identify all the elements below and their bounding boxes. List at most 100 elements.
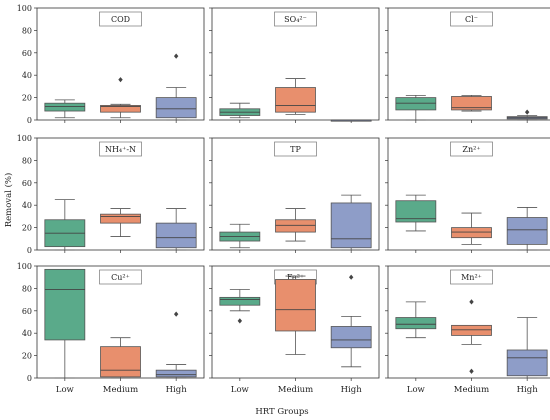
box-low: Low bbox=[395, 301, 437, 395]
iqr-box bbox=[451, 96, 492, 111]
panel-title-box bbox=[274, 11, 317, 27]
panel-title-box bbox=[99, 11, 142, 27]
iqr-box bbox=[330, 326, 372, 349]
box-medium bbox=[275, 78, 316, 123]
box-medium bbox=[451, 212, 492, 253]
panel-title: Cu²⁺ bbox=[111, 273, 130, 282]
y-tick-label: 0 bbox=[27, 116, 32, 125]
box-medium bbox=[100, 208, 141, 253]
iqr-box bbox=[44, 102, 86, 112]
box-low bbox=[219, 102, 261, 123]
outlier-point bbox=[173, 53, 179, 59]
panel-title-box bbox=[450, 141, 493, 157]
outlier-point bbox=[469, 299, 474, 305]
iqr-box bbox=[219, 296, 261, 306]
x-tick-label: High bbox=[517, 385, 539, 395]
iqr-box bbox=[44, 268, 86, 341]
y-tick-label: 100 bbox=[17, 4, 32, 13]
iqr-box bbox=[100, 213, 141, 224]
box-low bbox=[395, 94, 437, 123]
y-axis-label: Removal (%) bbox=[3, 173, 14, 228]
panel-title: Cl⁻ bbox=[465, 15, 478, 24]
box-high: High bbox=[155, 311, 197, 395]
y-tick-label: 60 bbox=[22, 179, 32, 188]
iqr-box bbox=[451, 324, 492, 336]
box-low bbox=[395, 194, 437, 253]
panel-5: TP bbox=[209, 137, 380, 253]
box-medium bbox=[100, 77, 141, 123]
panel-title: Zn²⁺ bbox=[462, 145, 480, 154]
iqr-box bbox=[395, 200, 437, 223]
panel-title-box bbox=[99, 141, 142, 157]
x-tick-label: Low bbox=[231, 385, 250, 395]
outlier-point bbox=[469, 368, 474, 374]
panels-group: 0 20 40 60 80 100 COD SO₄²⁻ Cl⁻ 0 20 40 60 80 100 NH₄⁺-… bbox=[17, 4, 550, 395]
iqr-box bbox=[100, 105, 141, 113]
y-tick-label: 80 bbox=[22, 284, 32, 293]
iqr-box bbox=[506, 217, 548, 245]
panel-8: Fe²⁺Low Medium High bbox=[209, 265, 380, 395]
box-low bbox=[219, 223, 261, 253]
iqr-box bbox=[275, 219, 316, 233]
outlier-point bbox=[118, 77, 123, 83]
x-tick-label: Medium bbox=[454, 385, 489, 395]
box-medium: Medium bbox=[451, 299, 492, 395]
iqr-box bbox=[395, 97, 437, 111]
box-low: Low bbox=[44, 268, 86, 395]
y-tick-label: 40 bbox=[22, 201, 32, 210]
iqr-box bbox=[155, 369, 197, 378]
box-high bbox=[330, 194, 372, 253]
box-high: High bbox=[330, 274, 372, 395]
y-tick-label: 20 bbox=[22, 94, 32, 103]
y-tick-label: 100 bbox=[17, 262, 32, 271]
box-low bbox=[44, 199, 86, 253]
panel-1: 0 20 40 60 80 100 COD bbox=[17, 4, 205, 125]
panel-7: 0 20 40 60 80 100 Cu²⁺ Low Medium High bbox=[17, 262, 205, 395]
x-tick-label: High bbox=[341, 385, 363, 395]
panel-2: SO₄²⁻ bbox=[209, 7, 380, 123]
box-medium bbox=[451, 94, 492, 123]
panel-6: Zn²⁺ bbox=[385, 137, 550, 253]
box-high: High bbox=[506, 317, 548, 395]
panel-title: TP bbox=[290, 145, 301, 154]
box-low: Low bbox=[219, 289, 261, 395]
panel-4: 0 20 40 60 80 100 NH₄⁺-N bbox=[17, 134, 205, 255]
x-tick-label: Low bbox=[56, 385, 75, 395]
box-high bbox=[506, 207, 548, 253]
panel-3: Cl⁻ bbox=[385, 7, 550, 123]
box-medium: Medium bbox=[275, 275, 316, 395]
panel-title: SO₄²⁻ bbox=[284, 15, 307, 24]
box-high bbox=[155, 208, 197, 253]
y-tick-label: 100 bbox=[17, 134, 32, 143]
box-high bbox=[155, 53, 197, 123]
y-tick-label: 0 bbox=[27, 374, 32, 383]
y-tick-label: 60 bbox=[22, 307, 32, 316]
panel-title-box bbox=[99, 269, 142, 285]
y-tick-label: 0 bbox=[27, 246, 32, 255]
iqr-box bbox=[451, 227, 492, 239]
iqr-box bbox=[100, 346, 141, 378]
panel-title: NH₄⁺-N bbox=[105, 145, 136, 154]
panel-9: Mn²⁺ Low Medium High bbox=[385, 265, 550, 395]
iqr-box bbox=[155, 222, 197, 249]
box-medium: Medium bbox=[100, 337, 141, 395]
box-high bbox=[506, 109, 548, 123]
panel-title-box bbox=[450, 269, 493, 285]
y-tick-label: 20 bbox=[22, 352, 32, 361]
panel-title-box bbox=[450, 11, 493, 27]
x-tick-label: High bbox=[166, 385, 188, 395]
x-axis-label: HRT Groups bbox=[255, 407, 308, 417]
y-tick-label: 60 bbox=[22, 49, 32, 58]
y-tick-label: 20 bbox=[22, 224, 32, 233]
panel-title-box bbox=[274, 141, 317, 157]
y-tick-label: 80 bbox=[22, 156, 32, 165]
y-tick-label: 80 bbox=[22, 26, 32, 35]
iqr-box bbox=[506, 349, 548, 377]
box-high bbox=[330, 119, 372, 123]
iqr-box bbox=[395, 317, 437, 330]
y-tick-label: 40 bbox=[22, 329, 32, 338]
box-medium bbox=[275, 208, 316, 253]
outlier-point bbox=[237, 318, 243, 324]
x-tick-label: Medium bbox=[278, 385, 313, 395]
